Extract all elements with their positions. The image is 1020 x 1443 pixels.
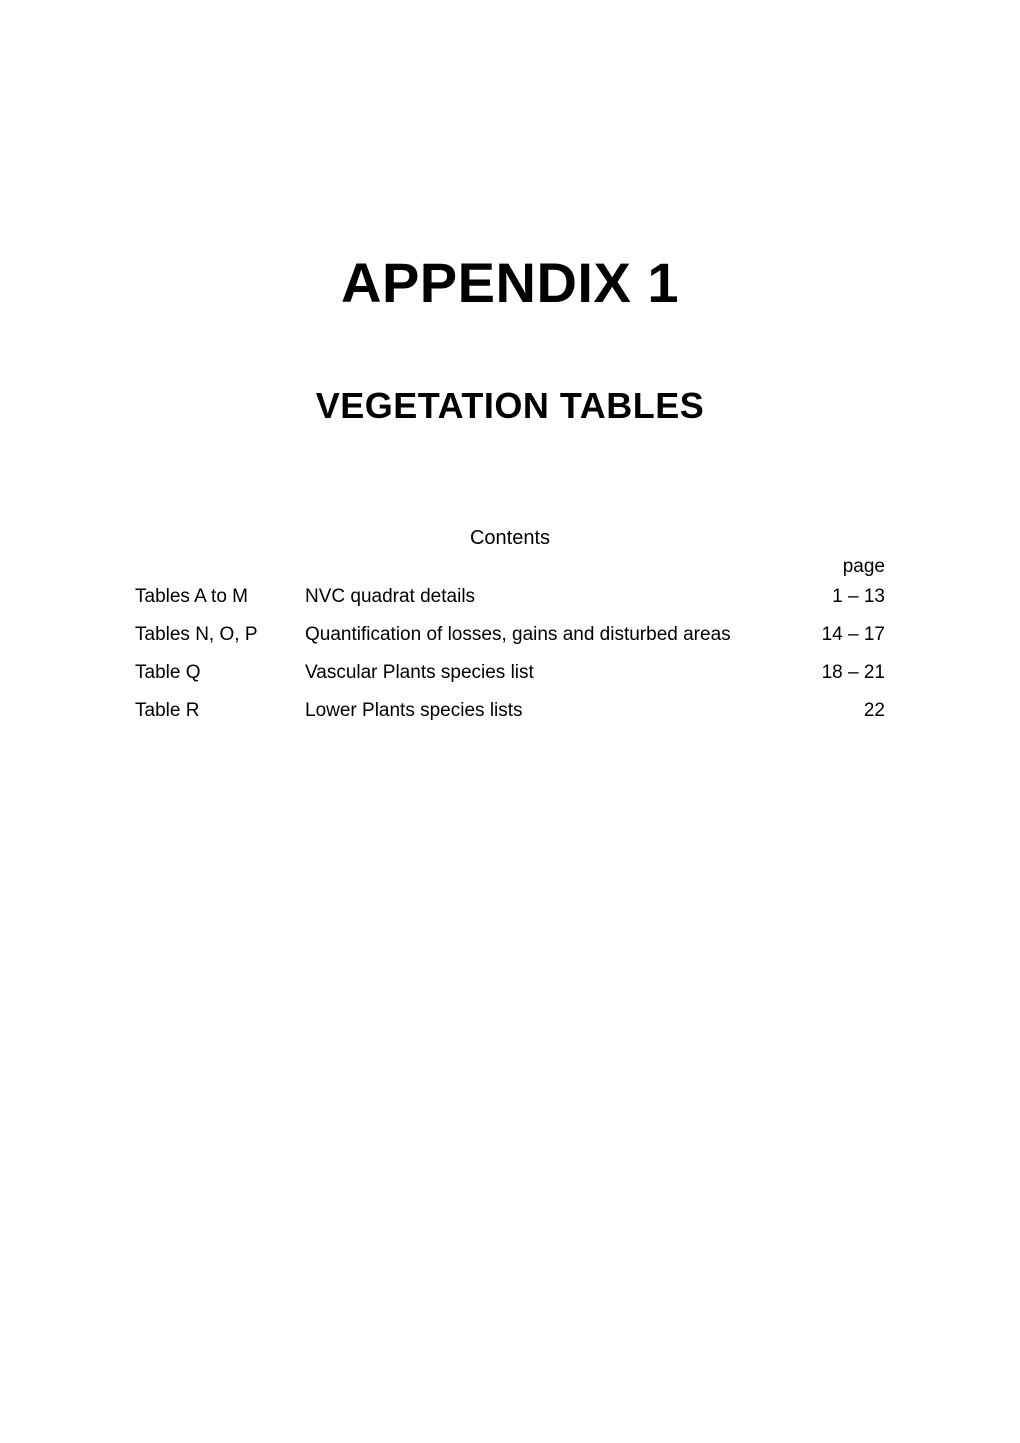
contents-heading: Contents	[135, 527, 885, 550]
document-page: APPENDIX 1 VEGETATION TABLES Contents pa…	[0, 0, 1020, 1443]
row-label: Table Q	[135, 654, 305, 692]
table-row: Tables A to M NVC quadrat details 1 – 13	[135, 578, 885, 616]
row-page: 14 – 17	[795, 616, 885, 654]
row-desc: Vascular Plants species list	[305, 654, 795, 692]
table-row: Table Q Vascular Plants species list 18 …	[135, 654, 885, 692]
row-desc: Quantification of losses, gains and dist…	[305, 616, 795, 654]
row-page: 1 – 13	[795, 578, 885, 616]
page-column-header: page	[795, 556, 885, 578]
contents-table: page Tables A to M NVC quadrat details 1…	[135, 556, 885, 730]
table-row: Tables N, O, P Quantification of losses,…	[135, 616, 885, 654]
main-title: APPENDIX 1	[135, 250, 885, 315]
row-page: 22	[795, 692, 885, 730]
header-blank-2	[305, 556, 795, 578]
table-header-row: page	[135, 556, 885, 578]
table-row: Table R Lower Plants species lists 22	[135, 692, 885, 730]
row-desc: NVC quadrat details	[305, 578, 795, 616]
row-label: Tables A to M	[135, 578, 305, 616]
header-blank-1	[135, 556, 305, 578]
row-label: Table R	[135, 692, 305, 730]
row-desc: Lower Plants species lists	[305, 692, 795, 730]
subtitle: VEGETATION TABLES	[135, 385, 885, 427]
row-label: Tables N, O, P	[135, 616, 305, 654]
row-page: 18 – 21	[795, 654, 885, 692]
